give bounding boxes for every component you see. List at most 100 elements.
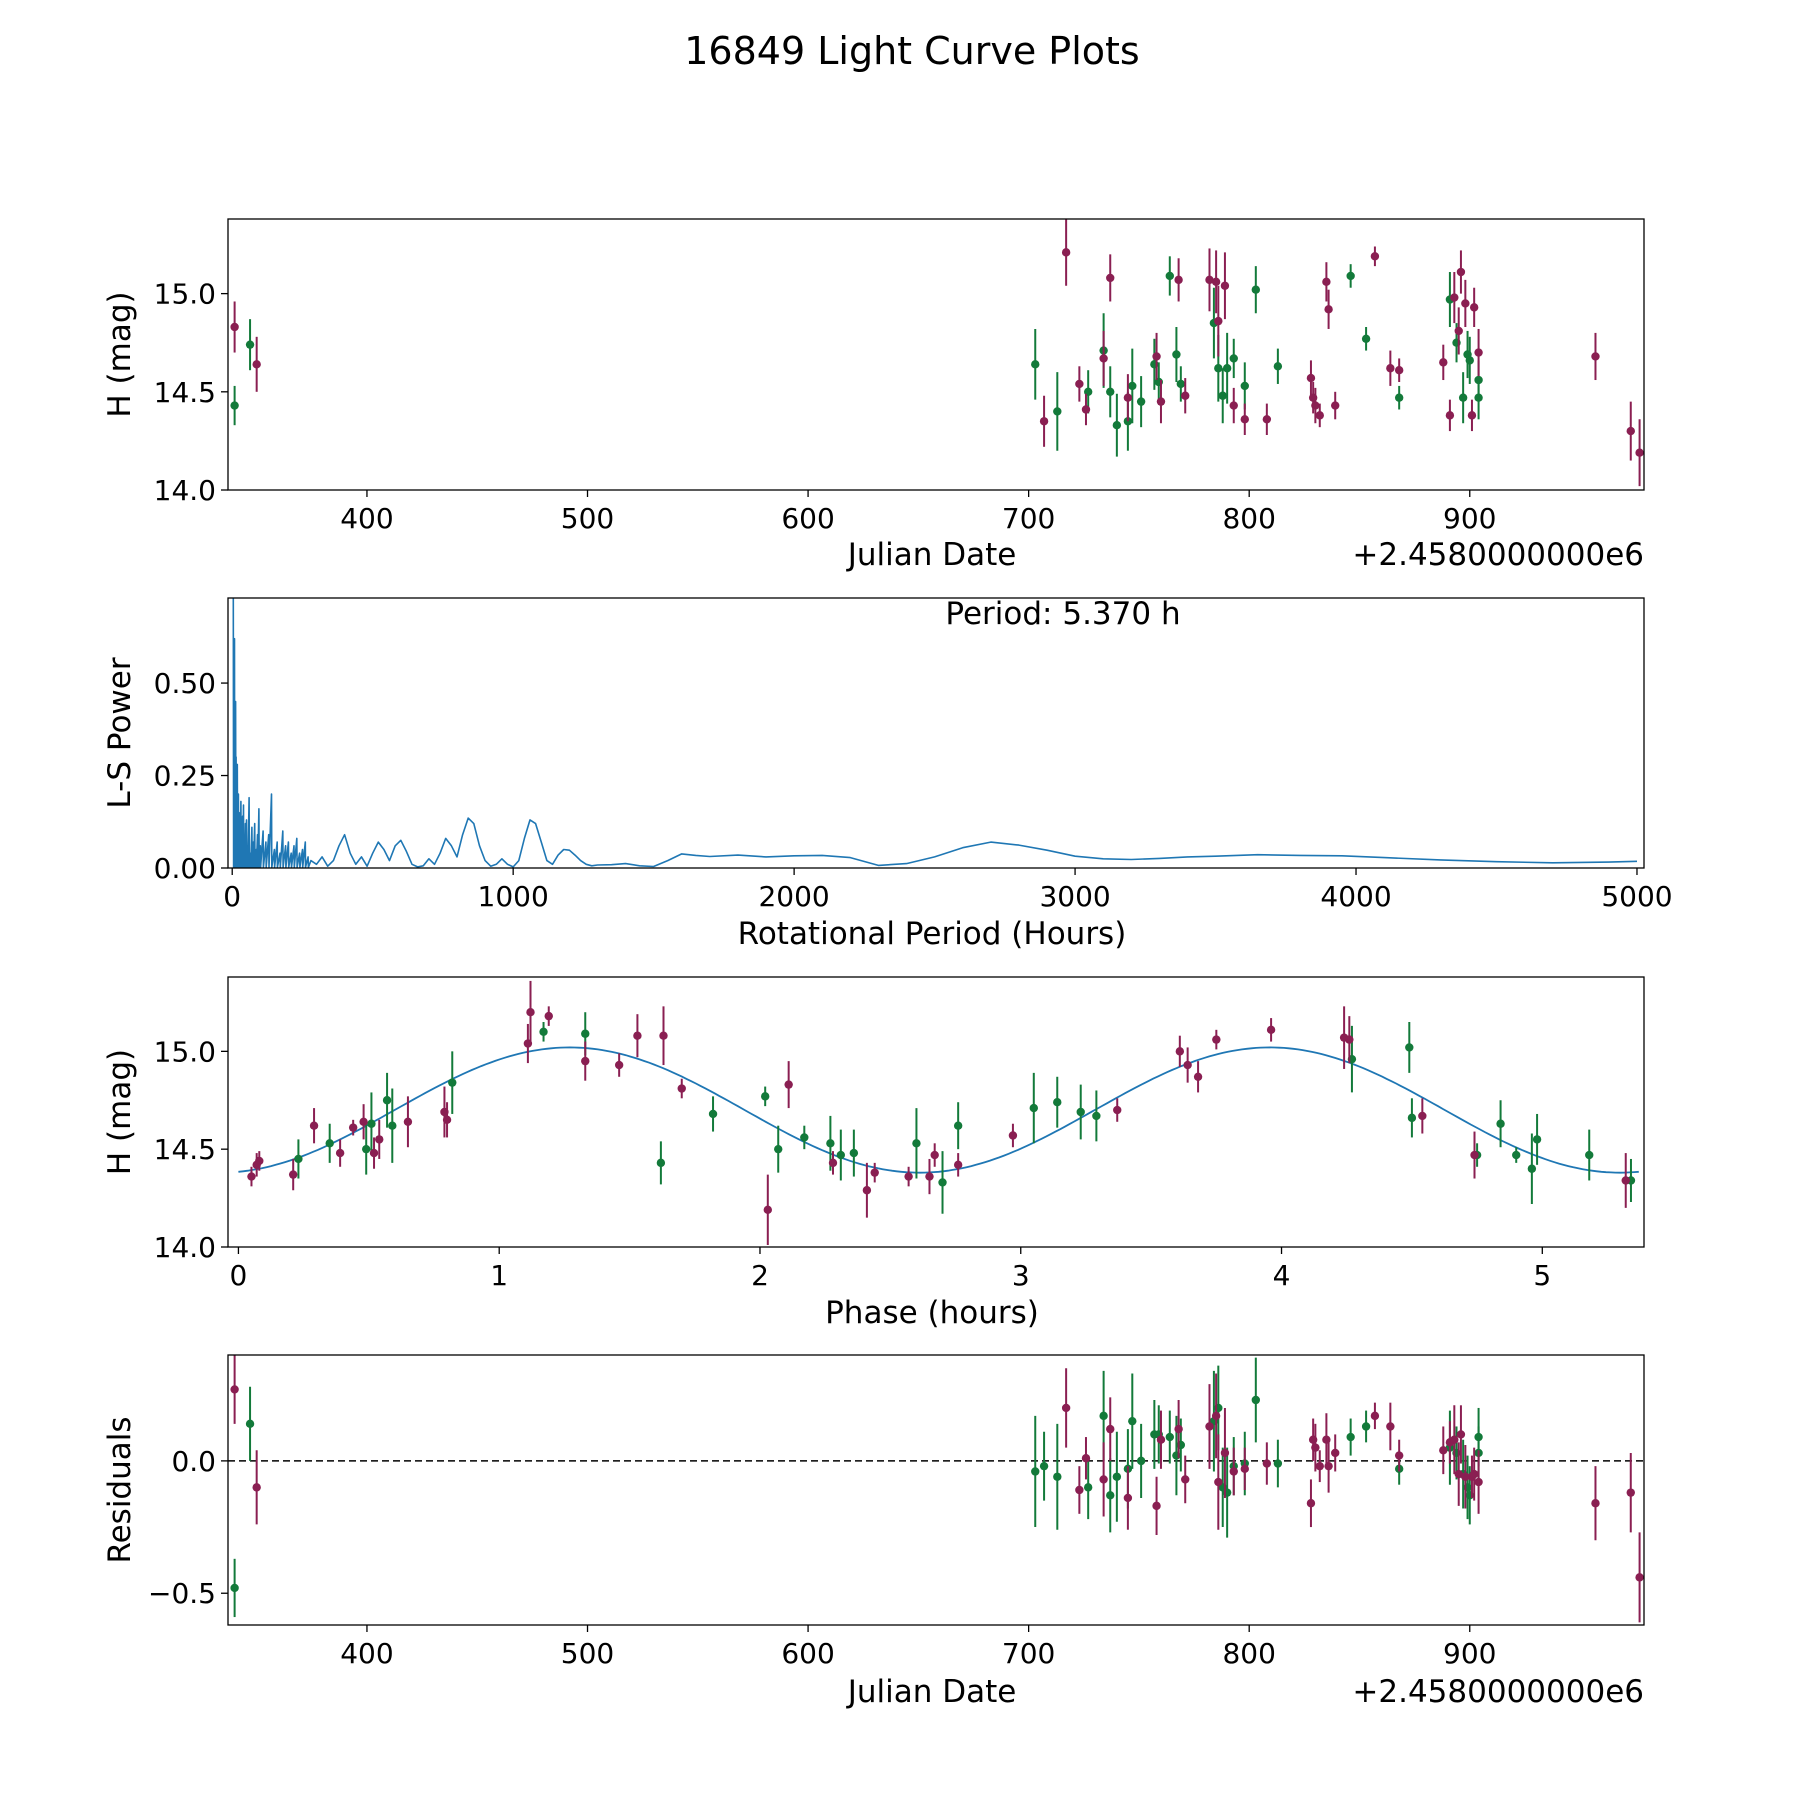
phased-point-green	[1092, 1111, 1101, 1121]
phased-point-maroon	[309, 1121, 319, 1130]
phased-point-green	[1496, 1119, 1505, 1128]
lightcurve-point-maroon	[1262, 415, 1272, 424]
phased-point-green	[800, 1133, 809, 1142]
residuals-point-maroon	[1469, 1469, 1479, 1479]
phased-y-axis-label: H (mag)	[102, 1049, 138, 1175]
residuals-point-maroon	[1439, 1446, 1448, 1455]
residuals-point-maroon	[1214, 1477, 1223, 1487]
phased-point-maroon	[348, 1123, 358, 1132]
lightcurve-point-green	[1214, 364, 1223, 373]
phased-point-green	[1527, 1164, 1537, 1173]
residuals-point-maroon	[1205, 1422, 1214, 1431]
residuals-point-maroon	[1181, 1475, 1190, 1484]
lightcurve-point-green	[1229, 354, 1238, 363]
phased-fit-curve	[238, 1046, 1639, 1174]
phased-point-maroon	[1212, 1035, 1221, 1044]
residuals-point-maroon	[1099, 1475, 1108, 1484]
phased-point-green	[1585, 1150, 1594, 1160]
residuals-point-green	[1031, 1467, 1040, 1476]
phased-point-maroon	[1008, 1131, 1018, 1140]
phased-point-maroon	[1470, 1150, 1479, 1160]
residuals-point-maroon	[1174, 1424, 1183, 1434]
lightcurve-point-maroon	[1220, 281, 1230, 290]
lightcurve-point-maroon	[1075, 379, 1084, 389]
lightcurve-point-maroon	[1591, 352, 1600, 361]
periodogram-x-tick-label: 5000	[1601, 880, 1672, 913]
phased-point-green	[1053, 1098, 1062, 1107]
phased-point-green	[1512, 1150, 1521, 1160]
lightcurve-point-maroon	[1311, 401, 1320, 410]
phased-x-tick-label: 5	[1533, 1259, 1551, 1292]
phased-point-maroon	[828, 1158, 838, 1168]
residuals-point-maroon	[1220, 1448, 1230, 1458]
residuals-point-green	[1136, 1456, 1146, 1466]
periodogram-power-line	[232, 598, 1638, 868]
lightcurve-x-axis-label: Julian Date	[846, 537, 1017, 573]
phased-point-maroon	[659, 1031, 668, 1040]
residuals-point-maroon	[1262, 1459, 1272, 1468]
phased-point-green	[1076, 1107, 1085, 1117]
phased-point-maroon	[1183, 1060, 1192, 1070]
lightcurve-point-green	[1474, 393, 1483, 402]
phased-point-maroon	[544, 1011, 553, 1021]
phased-point-green	[953, 1121, 963, 1130]
lightcurve-point-maroon	[1626, 426, 1635, 436]
lightcurve-point-maroon	[230, 322, 239, 332]
residuals-point-green	[1361, 1422, 1371, 1431]
residuals-point-maroon	[1211, 1411, 1221, 1421]
lightcurve-point-maroon	[1394, 366, 1404, 375]
lightcurve-point-green	[245, 340, 255, 349]
lightcurve-x-tick-label: 700	[1002, 502, 1055, 535]
phased-point-maroon	[633, 1031, 642, 1040]
phased-point-green	[912, 1139, 921, 1148]
phased-point-maroon	[677, 1084, 686, 1093]
lightcurve-point-maroon	[1174, 275, 1183, 285]
phased-point-maroon	[1175, 1047, 1185, 1056]
phased-point-green	[708, 1109, 718, 1119]
lightcurve-point-maroon	[1214, 316, 1223, 326]
residuals-point-maroon	[1454, 1469, 1463, 1479]
phased-point-maroon	[870, 1168, 879, 1177]
periodogram-x-tick-label: 0	[223, 880, 241, 913]
residuals-point-maroon	[1474, 1477, 1483, 1487]
periodogram-period-annotation: Period: 5.370 h	[945, 596, 1180, 632]
lightcurve-point-green	[1218, 391, 1227, 400]
residuals-point-maroon	[1229, 1467, 1238, 1476]
phased-point-green	[1532, 1135, 1542, 1144]
phased-point-maroon	[1266, 1025, 1276, 1035]
residuals-point-maroon	[1315, 1461, 1324, 1471]
lightcurve-x-tick-label: 500	[561, 502, 614, 535]
lightcurve-point-maroon	[1370, 252, 1380, 261]
phased-point-maroon	[784, 1080, 793, 1089]
phased-point-maroon	[1113, 1105, 1122, 1115]
lightcurve-x-tick-label: 800	[1222, 502, 1275, 535]
residuals-point-green	[1128, 1416, 1137, 1426]
residuals-point-maroon	[1106, 1424, 1115, 1434]
residuals-point-maroon	[1331, 1448, 1340, 1458]
lightcurve-point-maroon	[1445, 411, 1455, 420]
lightcurve-point-maroon	[1322, 277, 1331, 287]
phased-point-maroon	[1193, 1072, 1203, 1081]
residuals-point-green	[1346, 1432, 1355, 1442]
residuals-y-tick-label: −0.5	[148, 1577, 216, 1610]
phased-point-green	[1029, 1103, 1038, 1113]
lightcurve-point-maroon	[1454, 326, 1463, 336]
lightcurve-point-maroon	[1635, 448, 1644, 457]
lightcurve-point-green	[1165, 271, 1174, 281]
lightcurve-point-green	[1053, 407, 1062, 416]
residuals-point-green	[1099, 1411, 1108, 1421]
residuals-plot-area	[228, 1355, 1644, 1623]
residuals-x-tick-label: 500	[561, 1637, 614, 1670]
phased-point-maroon	[925, 1172, 934, 1181]
phased-y-tick-label: 15.0	[154, 1035, 216, 1068]
phased-point-maroon	[247, 1172, 256, 1181]
periodogram-x-tick-label: 1000	[478, 880, 549, 913]
lightcurve-point-maroon	[1106, 273, 1115, 283]
lightcurve-point-green	[1251, 285, 1261, 294]
phased-plot-area	[238, 980, 1639, 1246]
phased-point-green	[938, 1178, 947, 1187]
phased-point-maroon	[526, 1008, 535, 1017]
lightcurve-point-maroon	[1324, 305, 1333, 314]
residuals-point-maroon	[1626, 1488, 1635, 1497]
